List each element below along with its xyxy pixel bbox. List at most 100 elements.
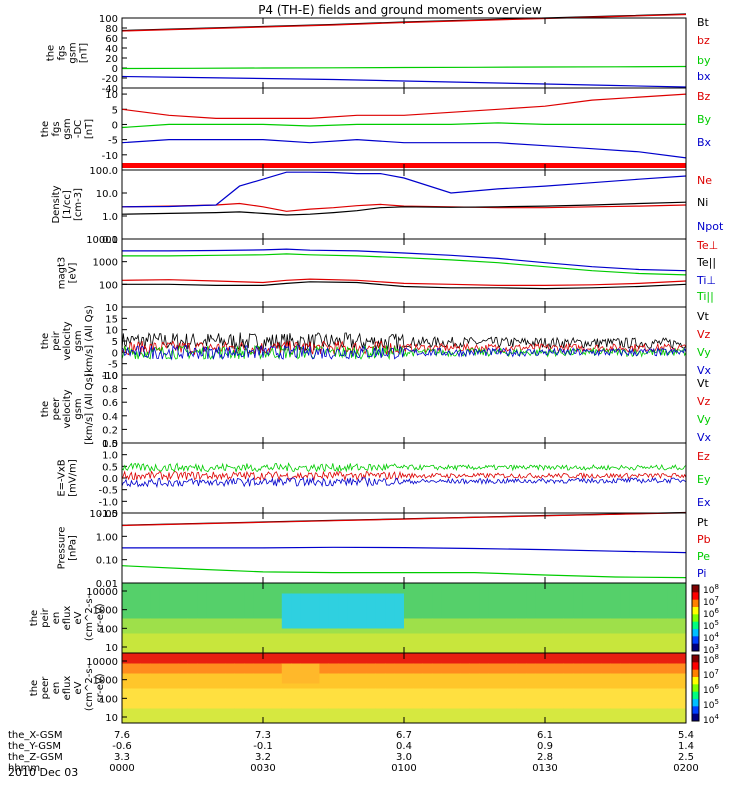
spectrogram-cell — [582, 653, 593, 659]
spectrogram-cell — [535, 658, 546, 664]
spectrogram-cell — [657, 678, 668, 684]
spectrogram-cell — [469, 603, 480, 609]
spectrogram-cell — [667, 703, 678, 709]
spectrogram-cell — [357, 688, 367, 694]
spectrogram-cell — [206, 673, 217, 679]
spectrogram-cell — [310, 678, 320, 684]
spectrogram-cell — [535, 598, 546, 604]
spectrogram-cell — [610, 683, 621, 689]
spectrogram-cell — [526, 618, 537, 624]
spectrogram-cell — [122, 603, 132, 609]
spectrogram-cell — [516, 663, 527, 669]
spectrogram-cell — [234, 633, 245, 639]
spectrogram-cell — [319, 643, 330, 649]
spectrogram-cell — [620, 603, 631, 609]
spectrogram-cell — [206, 593, 217, 599]
series-line-bz — [121, 93, 687, 119]
colorbar-swatch — [692, 643, 699, 652]
spectrogram-cell — [460, 608, 471, 614]
spectrogram-cell — [573, 673, 584, 679]
legend-label-pt: Pt — [697, 516, 709, 529]
spectrogram-cell — [592, 618, 602, 624]
spectrogram-cell — [385, 618, 396, 624]
spectrogram-cell — [140, 603, 151, 609]
spectrogram-cell — [310, 603, 320, 609]
spectrogram-cell — [216, 683, 226, 689]
spectrogram-cell — [216, 643, 226, 649]
spectrogram-cell — [131, 653, 142, 659]
spectrogram-cell — [131, 648, 142, 654]
spectrogram-cell — [206, 588, 217, 594]
spectrogram-cell — [469, 673, 480, 679]
spectrogram-cell — [676, 673, 687, 679]
spectrogram-cell — [216, 628, 226, 634]
y-tick-label: 1.0 — [102, 371, 118, 382]
spectrogram-cell — [516, 718, 527, 724]
spectrogram-cell — [234, 653, 245, 659]
spectrogram-cell — [159, 603, 170, 609]
spectrogram-cell — [507, 668, 518, 674]
spectrogram-cell — [535, 668, 546, 674]
spectrogram-cell — [263, 603, 273, 609]
spectrogram-cell — [601, 653, 612, 659]
spectrogram-cell — [629, 628, 640, 634]
spectrogram-cell — [648, 613, 659, 619]
spectrogram-cell — [516, 643, 527, 649]
spectrogram-cell — [488, 678, 499, 684]
spectrogram-cell — [366, 708, 377, 714]
spectrogram-cell — [648, 618, 659, 624]
spectrogram-cell — [140, 688, 151, 694]
x-tick-label: 3.3 — [114, 752, 130, 763]
spectrogram-cell — [300, 703, 311, 709]
colorbar-swatch — [692, 662, 699, 671]
spectrogram-cell — [507, 648, 518, 654]
spectrogram-cell — [563, 658, 574, 664]
spectrogram-cell — [216, 718, 226, 724]
y-tick-label: 100 — [99, 694, 118, 705]
spectrogram-cell — [610, 703, 621, 709]
panel-frame — [121, 306, 687, 376]
spectrogram-cell — [347, 713, 358, 719]
spectrogram-cell — [516, 713, 527, 719]
spectrogram-cell — [573, 693, 584, 699]
spectrogram-cell — [253, 653, 264, 659]
spectrogram-cell — [178, 603, 189, 609]
spectrogram-cell — [639, 608, 649, 614]
spectrogram-cell — [639, 668, 649, 674]
spectrogram-cell — [131, 643, 142, 649]
legend-label-bt: Bt — [697, 16, 710, 29]
spectrogram-cell — [601, 618, 612, 624]
spectrogram-cell — [432, 683, 443, 689]
spectrogram-cell — [272, 613, 283, 619]
spectrogram-cell — [563, 683, 574, 689]
spectrogram-cell — [563, 663, 574, 669]
spectrogram-cell — [648, 648, 659, 654]
spectrogram-cell — [310, 668, 320, 674]
spectrogram-cell — [131, 608, 142, 614]
spectrogram-cell — [469, 648, 480, 654]
legend-label-by: By — [697, 113, 712, 126]
spectrogram-cell — [526, 653, 537, 659]
series-line-vx — [121, 344, 687, 361]
spectrogram-cell — [460, 678, 471, 684]
spectrogram-cell — [648, 653, 659, 659]
spectrogram-cell — [441, 628, 452, 634]
spectrogram-cell — [375, 603, 386, 609]
spectrogram-cell — [131, 623, 142, 629]
spectrogram-cell — [281, 693, 292, 699]
spectrogram-cell — [169, 618, 179, 624]
spectrogram-cell — [263, 643, 273, 649]
spectrogram-cell — [263, 698, 273, 704]
spectrogram-cell — [178, 678, 189, 684]
spectrogram-cell — [516, 683, 527, 689]
spectrogram-cell — [347, 628, 358, 634]
spectrogram-cell — [234, 588, 245, 594]
spectrogram-cell — [554, 673, 565, 679]
spectrogram-cell — [131, 683, 142, 689]
spectrogram-cell — [216, 673, 226, 679]
spectrogram-cell — [422, 588, 433, 594]
spectrogram-cell — [526, 638, 537, 644]
spectrogram-cell — [563, 703, 574, 709]
spectrogram-cell — [516, 668, 527, 674]
panels: 100806040200-20-40Btbzbybxthefgsgsm[nT]1… — [29, 13, 724, 726]
